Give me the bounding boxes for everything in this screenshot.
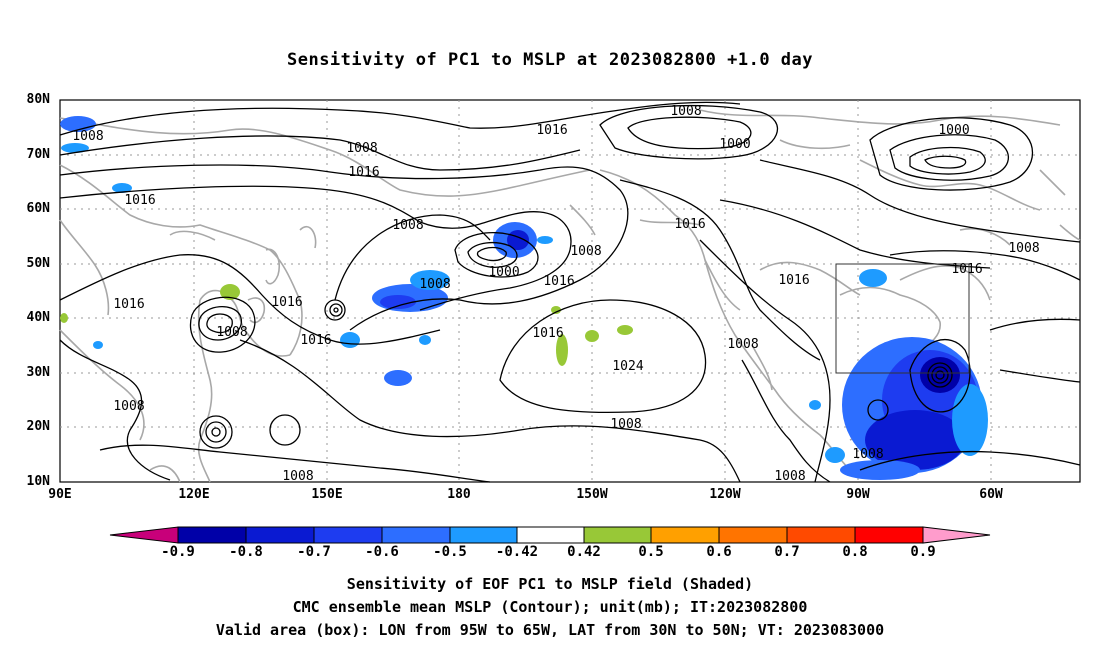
lon-label: 120E	[178, 487, 210, 502]
contour-label: 1008	[774, 469, 805, 484]
contour-label: 1008	[727, 337, 758, 352]
contour-label: 1008	[392, 218, 423, 233]
colorbar-label: 0.6	[706, 544, 732, 560]
contour-label: 1016	[532, 326, 563, 341]
lat-label: 20N	[26, 419, 50, 434]
lat-label: 10N	[26, 474, 50, 489]
coastlines	[59, 109, 1081, 483]
colorbar-high-triangle	[922, 526, 991, 544]
contour-label: 1016	[778, 273, 809, 288]
colorbar-swatch	[313, 526, 383, 544]
lon-label: 60W	[979, 487, 1003, 502]
colorbar-label: 0.8	[842, 544, 868, 560]
colorbar-swatch	[786, 526, 856, 544]
colorbar-swatch	[718, 526, 788, 544]
contour-label: 1008	[610, 417, 641, 432]
lat-label: 60N	[26, 201, 50, 216]
contour-label: 1016	[674, 217, 705, 232]
colorbar-label: -0.5	[433, 544, 467, 560]
gridlines	[60, 100, 1080, 482]
colorbar-swatch	[245, 526, 315, 544]
contour-label: 1016	[271, 295, 302, 310]
lon-label: 150E	[311, 487, 343, 502]
contour-label: 1008	[113, 399, 144, 414]
colorbar-swatch	[177, 526, 247, 544]
contour-label: 1008	[282, 469, 313, 484]
lon-label: 120W	[709, 487, 741, 502]
valid-area-box	[835, 263, 970, 374]
lon-label: 150W	[576, 487, 608, 502]
colorbar-swatch	[449, 526, 518, 544]
contour-label: 1016	[536, 123, 567, 138]
lat-label: 70N	[26, 147, 50, 162]
contour-label: 1008	[1008, 241, 1039, 256]
contour-label: 1000	[938, 123, 969, 138]
lat-label: 40N	[26, 310, 50, 325]
colorbar-label: 0.42	[567, 544, 601, 560]
contour-label: 1016	[348, 165, 379, 180]
colorbar-low-triangle	[109, 526, 179, 544]
contour-label: 1016	[124, 193, 155, 208]
contour-label: 1008	[216, 325, 247, 340]
lat-label: 30N	[26, 365, 50, 380]
colorbar-label: -0.9	[161, 544, 195, 560]
colorbar-label: 0.9	[910, 544, 936, 560]
contour-label: 1000	[719, 137, 750, 152]
contour-label: 1024	[612, 359, 643, 374]
contour-label: 1016	[951, 262, 982, 277]
caption-line-3: Valid area (box): LON from 95W to 65W, L…	[215, 621, 885, 639]
lat-label: 80N	[26, 92, 50, 107]
colorbar-label: -0.6	[365, 544, 399, 560]
colorbar-label: -0.7	[297, 544, 331, 560]
colorbar-label: -0.8	[229, 544, 263, 560]
contour-label: 1008	[570, 244, 601, 259]
map-title: Sensitivity of PC1 to MSLP at 2023082800…	[286, 50, 813, 70]
contour-labels: 1008 1008 1016 1016 1008 1016 1008 1000 …	[72, 104, 1039, 484]
colorbar-label: 0.5	[638, 544, 664, 560]
contour-label: 1008	[670, 104, 701, 119]
colorbar-swatch	[854, 526, 924, 544]
contour-label: 1016	[300, 333, 331, 348]
colorbar-swatch	[381, 526, 451, 544]
caption-line-2: CMC ensemble mean MSLP (Contour); unit(m…	[292, 598, 808, 616]
colorbar-swatch	[650, 526, 720, 544]
contour-label: 1016	[543, 274, 574, 289]
contour-label: 1008	[346, 141, 377, 156]
contour-label: 1008	[419, 277, 450, 292]
lon-label: 90E	[48, 487, 72, 502]
contour-label: 1000	[488, 265, 519, 280]
colorbar-label: 0.7	[774, 544, 800, 560]
contour-label: 1016	[113, 297, 144, 312]
colorbar-swatch	[516, 526, 585, 544]
colorbar	[109, 526, 991, 544]
lon-label: 90W	[846, 487, 870, 502]
caption-line-1: Sensitivity of EOF PC1 to MSLP field (Sh…	[346, 575, 754, 593]
colorbar-swatch	[583, 526, 652, 544]
colorbar-label: -0.42	[495, 544, 539, 560]
lon-label: 180	[447, 487, 471, 502]
mslp-contours	[59, 101, 1081, 483]
contour-label: 1008	[852, 447, 883, 462]
lat-label: 50N	[26, 256, 50, 271]
contour-label: 1008	[72, 129, 103, 144]
